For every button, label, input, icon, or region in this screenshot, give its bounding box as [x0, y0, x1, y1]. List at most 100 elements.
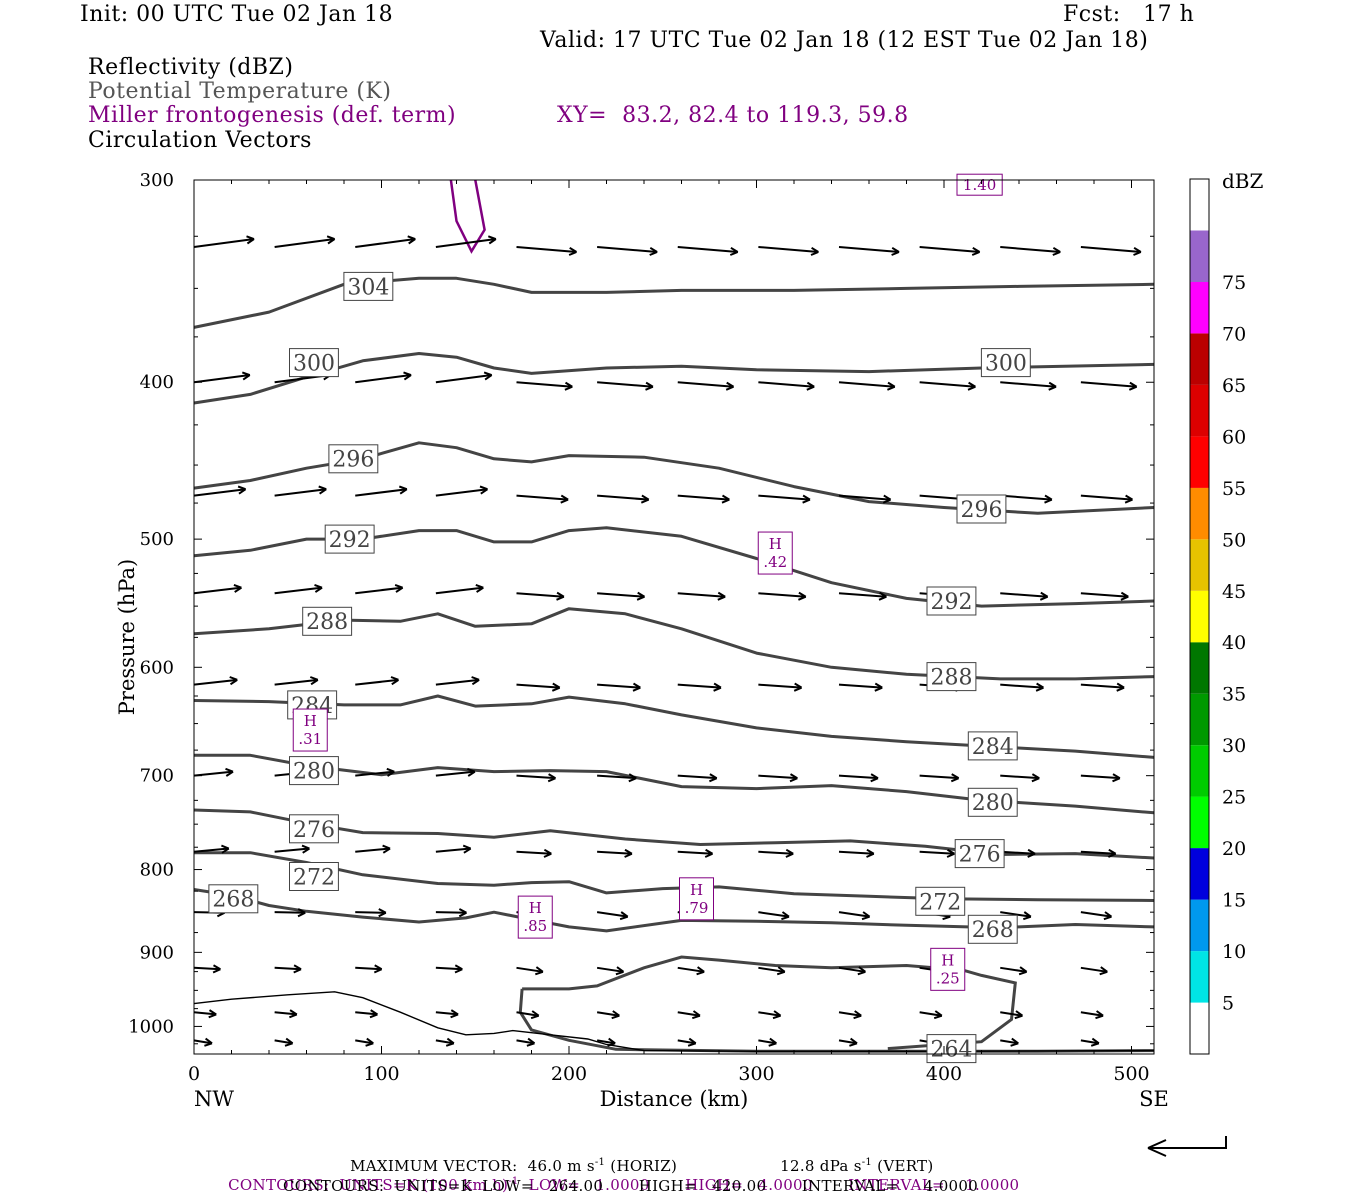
- circulation-vector: [193, 586, 242, 595]
- circulation-vector: [1000, 1039, 1019, 1045]
- circulation-vector-head: [1027, 848, 1036, 858]
- circulation-vector-head: [390, 676, 400, 686]
- circulation-vector-head: [241, 371, 251, 381]
- circulation-vector-head: [709, 773, 718, 783]
- theta-label-268: 268: [972, 918, 1014, 943]
- footer-max-vector: MAXIMUM VECTOR: 46.0 m s-1 (HORIZ): [350, 1157, 678, 1175]
- colorbar-segment: [1190, 539, 1209, 591]
- circulation-vector: [838, 381, 895, 388]
- colorbar-segment: [1190, 951, 1209, 1003]
- theta-contour-264-lower: [518, 988, 1155, 1053]
- circulation-vector: [355, 966, 382, 971]
- circulation-vector: [274, 678, 318, 686]
- colorbar-segment: [1190, 899, 1209, 952]
- circulation-vector: [1000, 494, 1052, 501]
- circulation-vector: [193, 770, 234, 777]
- circulation-vector: [355, 678, 399, 686]
- circulation-vector: [1080, 1011, 1104, 1017]
- circulation-vector: [1000, 966, 1027, 973]
- circulation-vector-head: [534, 966, 544, 976]
- theta-label-300-box: [289, 348, 339, 378]
- circulation-vector-head: [378, 908, 387, 918]
- y-tick-label: 800: [140, 860, 174, 881]
- circulation-vector: [758, 966, 785, 973]
- circulation-vector-head: [802, 494, 811, 504]
- circulation-vector: [758, 592, 806, 598]
- circulation-vector-head: [560, 494, 569, 504]
- circulation-vector-head: [861, 911, 871, 921]
- circulation-vector-head: [1048, 381, 1057, 391]
- x-tick-label: 100: [363, 1063, 399, 1085]
- circulation-vector: [838, 246, 900, 254]
- colorbar-segment: [1190, 1002, 1209, 1054]
- colorbar: 5 10 15 20 25 30 35 40 45 50 55 60 65 70 75 dBZ: [1189, 169, 1264, 1055]
- fronto-max-value: .31: [298, 730, 322, 748]
- circulation-vector: [838, 911, 870, 918]
- circulation-vector-head: [462, 844, 472, 854]
- circulation-vector-head: [687, 1037, 697, 1047]
- circulation-vector-head: [398, 485, 408, 495]
- circulation-vector: [435, 1039, 455, 1045]
- circulation-vector: [355, 770, 395, 777]
- circulation-vector-head: [208, 1009, 217, 1019]
- circulation-vector-head: [853, 1010, 862, 1020]
- circulation-vector-head: [551, 682, 561, 692]
- circulation-vector: [597, 246, 658, 254]
- circulation-vector: [435, 847, 471, 853]
- colorbar-tick-label: 60: [1222, 426, 1246, 448]
- circulation-vector-head: [878, 591, 887, 601]
- circulation-vector-head: [1031, 773, 1040, 783]
- circulation-vector: [516, 774, 556, 780]
- circulation-vector-head: [729, 246, 739, 256]
- circulation-vector-head: [887, 381, 896, 391]
- circulation-vector-head: [696, 966, 705, 976]
- circulation-vector-head: [483, 371, 493, 381]
- theta-contour-304: [193, 276, 1155, 329]
- theta-label-296-box: [328, 444, 379, 474]
- circulation-vector: [758, 1039, 777, 1045]
- colorbar-segment: [1190, 436, 1209, 488]
- circulation-vector-head: [289, 1009, 298, 1019]
- init-time: Init: 00 UTC Tue 02 Jan 18: [80, 2, 394, 27]
- circulation-vector: [677, 1011, 701, 1017]
- circulation-vector-head: [318, 485, 327, 495]
- circulation-vector: [435, 1011, 459, 1016]
- colorbar-segment: [1190, 281, 1209, 334]
- fronto-max-box: [517, 895, 553, 939]
- circulation-vector-head: [1107, 848, 1117, 858]
- x-end-label-se: SE: [1139, 1087, 1169, 1111]
- circulation-vector-head: [301, 844, 310, 854]
- theta-label-284-box: [967, 731, 1018, 761]
- fronto-max-label: H: [941, 951, 954, 969]
- circulation-vector-head: [717, 591, 726, 601]
- y-tick-label: 1000: [128, 1016, 174, 1037]
- circulation-vector-head: [704, 848, 714, 858]
- x-tick-label: 0: [188, 1063, 200, 1085]
- circulation-vector: [1080, 911, 1112, 918]
- colorbar-segment: [1190, 179, 1209, 231]
- y-axis-label: Pressure (hPa): [115, 559, 139, 715]
- circulation-vector: [1000, 774, 1040, 780]
- circulation-vector: [919, 850, 955, 855]
- circulation-vector: [1080, 850, 1116, 855]
- theta-label-276-box: [954, 839, 1005, 869]
- circulation-vector-head: [768, 1037, 777, 1047]
- fronto-contour-label-box: [956, 173, 1003, 196]
- circulation-vector: [274, 1039, 293, 1045]
- theta-label-272: 272: [919, 890, 961, 915]
- circulation-vector-head: [1044, 494, 1053, 504]
- circulation-vector-head: [450, 1009, 459, 1019]
- circulation-vector-head: [445, 1037, 455, 1047]
- footer-theta-contours: CONTOURS: UNITS=K LOW= 264.00 HIGH= 420.…: [283, 1177, 979, 1195]
- circulation-vector: [597, 683, 641, 689]
- circulation-vector-head: [365, 1037, 374, 1047]
- circulation-vector: [919, 381, 976, 388]
- theta-label-296-box: [956, 494, 1007, 524]
- circulation-vector: [435, 911, 467, 914]
- circulation-vector-head: [1022, 911, 1032, 921]
- fronto-max-label: H: [529, 899, 542, 917]
- theta-label-300-box: [980, 348, 1031, 378]
- circulation-vector: [274, 966, 302, 971]
